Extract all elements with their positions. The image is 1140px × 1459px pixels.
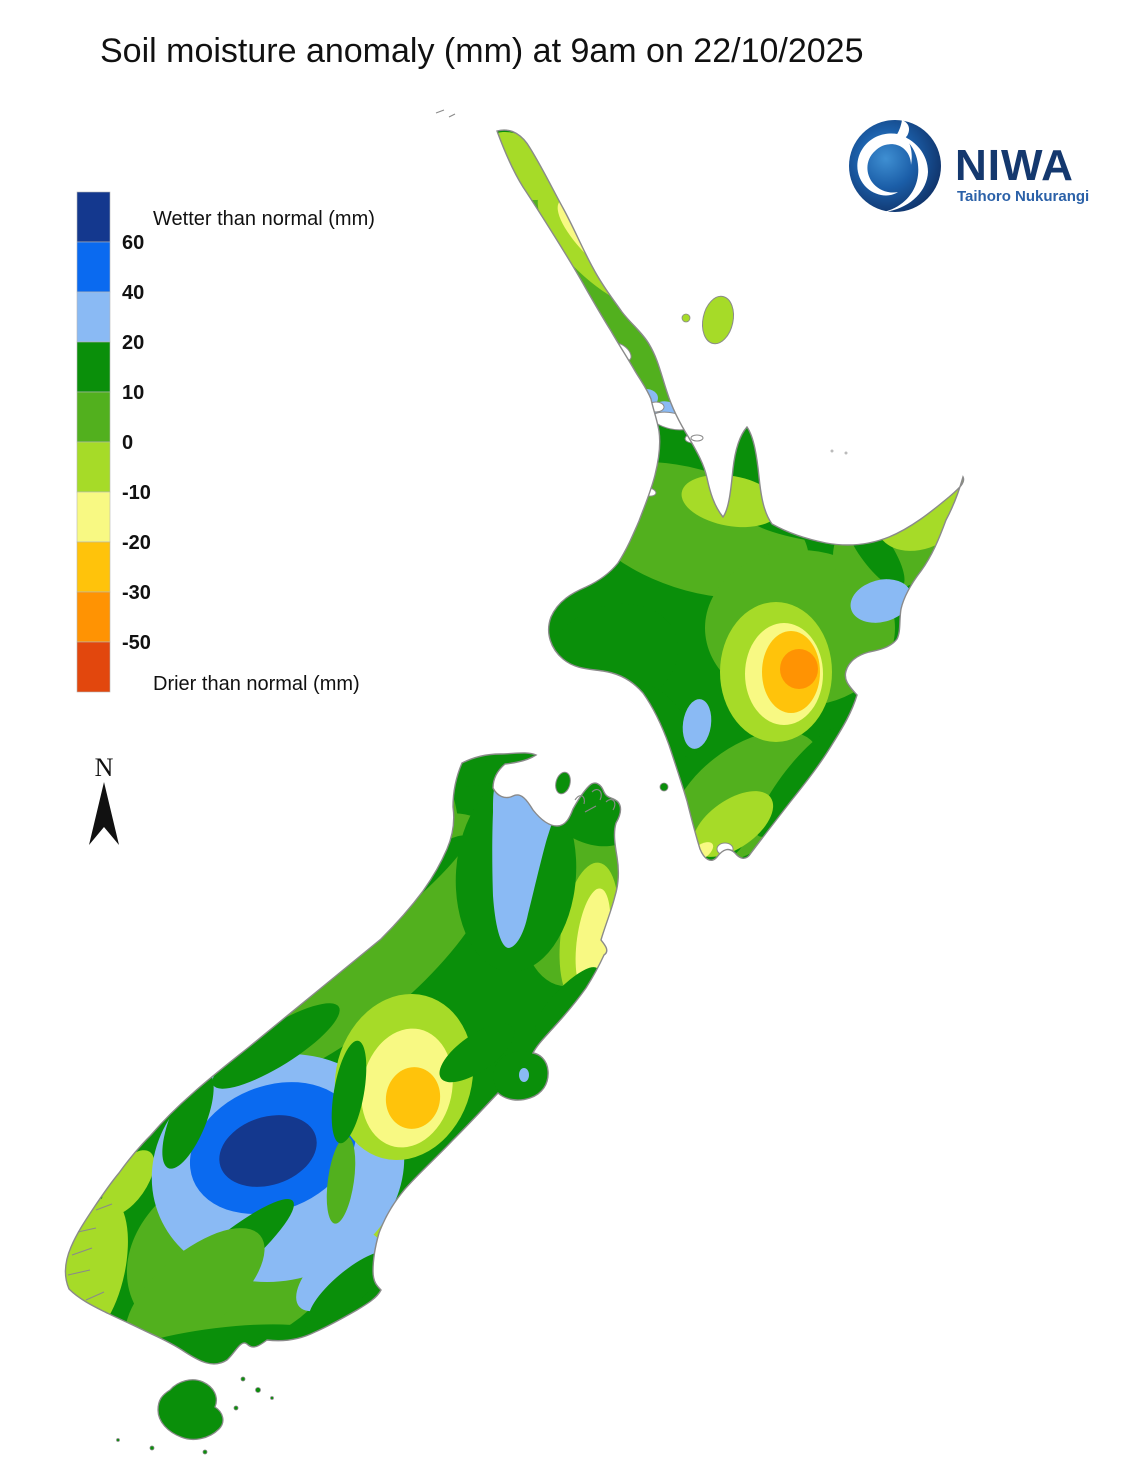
legend-wetter-label: Wetter than normal (mm) (153, 208, 375, 230)
legend-swatch-0 (76, 191, 111, 243)
legend-tick-2: 20 (122, 332, 144, 354)
niwa-logo-spiral (857, 133, 912, 196)
niwa-logo-leaf (884, 134, 928, 212)
legend-swatch-7 (76, 541, 111, 593)
legend-swatch-9 (76, 641, 111, 693)
legend: 60 40 20 10 0 -10 -20 -30 -50 Wetter tha… (76, 191, 375, 695)
north-island (496, 129, 965, 861)
legend-tick-6: -20 (122, 532, 151, 554)
coastline-detail-squiggles (67, 789, 616, 1301)
niwa-tagline: Taihoro Nukurangi (957, 188, 1089, 205)
offshore-island-durville (555, 771, 571, 795)
legend-tick-7: -30 (122, 582, 151, 604)
niwa-wordmark: NIWA (955, 141, 1074, 190)
north-arrow: N (89, 753, 119, 845)
offshore-islets-south (116, 1376, 274, 1455)
legend-swatch-6 (76, 491, 111, 543)
offshore-islands-north (659, 295, 848, 792)
legend-swatch-8 (76, 591, 111, 643)
stewart-island (157, 1379, 224, 1440)
south-island (64, 752, 622, 1365)
north-arrow-icon (89, 782, 119, 845)
legend-tick-0: 60 (122, 232, 144, 254)
north-arrow-label: N (95, 753, 114, 782)
legend-tick-5: -10 (122, 482, 151, 504)
page-title: Soil moisture anomaly (mm) at 9am on 22/… (100, 32, 863, 70)
south-island-contours (65, 752, 621, 1364)
map-canvas (64, 109, 965, 1455)
niwa-logo: NIWA Taihoro Nukurangi (849, 120, 1089, 212)
legend-swatch-3 (76, 341, 111, 393)
legend-swatch-5 (76, 441, 111, 493)
legend-swatch-4 (76, 391, 111, 443)
legend-colorbar (76, 191, 111, 693)
legend-tick-1: 40 (122, 282, 144, 304)
legend-tick-3: 10 (122, 382, 144, 404)
legend-tick-8: -50 (122, 632, 151, 654)
legend-tick-4: 0 (122, 432, 133, 454)
legend-drier-label: Drier than normal (mm) (153, 673, 360, 695)
legend-swatch-2 (76, 291, 111, 343)
offshore-islets-north (435, 109, 456, 118)
legend-swatch-1 (76, 241, 111, 293)
